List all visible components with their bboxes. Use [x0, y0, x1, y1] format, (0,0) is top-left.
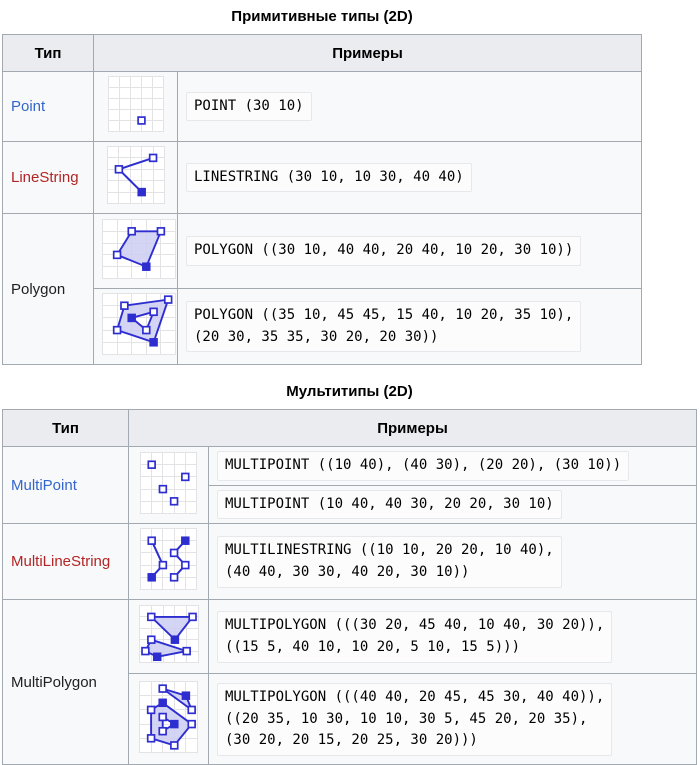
polygon-example-cell: POLYGON ((30 10, 40 40, 20 40, 10 20, 30… [177, 213, 642, 289]
linestring-link[interactable]: LineString [11, 169, 79, 186]
multipolygon-with-hole-diagram-icon[interactable] [139, 680, 198, 753]
multipoint-link[interactable]: MultiPoint [11, 476, 77, 494]
row-polygon-simple: Polygon POLYGON ((30 10, 40 40, 20 40, 1… [2, 213, 642, 365]
multilinestring-diagram-icon[interactable] [140, 528, 197, 591]
row-polygon-hole: POLYGON ((35 10, 45 45, 15 40, 10 20, 35… [3, 288, 642, 365]
wkt-code-multipoint-2: MULTIPOINT (10 40, 40 30, 20 20, 30 10) [217, 489, 562, 520]
multilinestring-type-cell: MultiLineString [2, 523, 129, 601]
multipoint-example1-cell: MULTIPOINT ((10 40), (40 30), (20 20), (… [208, 446, 697, 486]
polygon-type-cell: Polygon [2, 213, 94, 365]
primitive-types-title: Примитивные типы (2D) [231, 8, 413, 25]
row-point: Point POINT (30 10) [2, 71, 642, 142]
multipolygon-example1-cell: MULTIPOLYGON (((30 20, 45 40, 10 40, 30 … [208, 599, 697, 675]
column-header-examples: Примеры [128, 409, 697, 447]
wkt-code-point: POINT (30 10) [186, 91, 312, 122]
multipolygon-diagram-icon[interactable] [138, 605, 199, 664]
multipolygon-type-cell: MultiPolygon [2, 599, 129, 765]
polygon-hole-icon-cell [93, 288, 178, 365]
column-header-type: Тип [2, 409, 129, 447]
row-multipolygon-hole: MULTIPOLYGON (((40 40, 20 45, 45 30, 40 … [3, 673, 697, 765]
point-icon-cell [93, 71, 178, 142]
row-multilinestring: MultiLineString MULTILINESTRING ((10 10,… [2, 523, 697, 601]
multipoint-example2-cell: MULTIPOINT (10 40, 40 30, 20 20, 30 10) [208, 484, 697, 525]
multilinestring-example-cell: MULTILINESTRING ((10 10, 20 20, 10 40),(… [208, 523, 697, 601]
column-header-type: Тип [2, 34, 94, 72]
polygon-with-hole-diagram-icon[interactable] [102, 293, 176, 355]
wkt-code-multipoint-1: MULTIPOINT ((10 40), (40 30), (20 20), (… [217, 451, 630, 481]
column-header-examples: Примеры [93, 34, 642, 72]
primitive-types-table: Примитивные типы (2D) Тип Примеры Point … [2, 4, 642, 365]
polygon-icon-cell [93, 213, 178, 289]
linestring-icon-cell [93, 141, 178, 214]
row-multipoint-alt: MULTIPOINT (10 40, 40 30, 20 20, 30 10) [3, 484, 697, 525]
multipoint-icon-cell [128, 445, 209, 525]
wkt-code-multipolygon-1: MULTIPOLYGON (((30 20, 45 40, 10 40, 30 … [217, 611, 613, 663]
multipolygon-hole-icon-cell [128, 673, 209, 765]
wkt-code-polygon: POLYGON ((30 10, 40 40, 20 40, 10 20, 30… [186, 236, 582, 266]
point-type-cell: Point [2, 71, 94, 142]
multilinestring-link[interactable]: MultiLineString [11, 553, 111, 571]
polygon-diagram-icon[interactable] [102, 218, 176, 279]
linestring-example-cell: LINESTRING (30 10, 10 30, 40 40) [177, 141, 642, 214]
row-multipoint: MultiPoint MULTIPOINT ((10 40), (40 30),… [2, 445, 697, 525]
polygon-hole-example-cell: POLYGON ((35 10, 45 45, 15 40, 10 20, 35… [177, 288, 642, 365]
wkt-code-multipolygon-2: MULTIPOLYGON (((40 40, 20 45, 45 30, 40 … [217, 682, 613, 756]
multipoint-type-cell: MultiPoint [2, 445, 129, 525]
header-row: Тип Примеры [2, 409, 697, 447]
wkt-code-polygon-hole: POLYGON ((35 10, 45 45, 15 40, 10 20, 35… [186, 300, 582, 353]
multipolygon-label: MultiPolygon [11, 673, 97, 691]
polygon-label: Polygon [11, 280, 66, 298]
wkt-code-linestring: LINESTRING (30 10, 10 30, 40 40) [186, 162, 472, 193]
wkt-code-multilinestring: MULTILINESTRING ((10 10, 20 20, 10 40),(… [217, 536, 562, 588]
multipolygon-icon-cell [128, 599, 209, 675]
row-linestring: LineString LINESTRING (30 10, 10 30, 40 … [2, 141, 642, 214]
multipoint-diagram-icon[interactable] [140, 451, 197, 514]
multi-types-title: Мультитипы (2D) [286, 383, 413, 400]
header-row: Тип Примеры [2, 34, 642, 72]
row-multipolygon: MultiPolygon MULTIPOLYGON (((30 20, 45 4… [2, 599, 697, 765]
point-diagram-icon[interactable] [107, 76, 164, 132]
linestring-type-cell: LineString [2, 141, 94, 214]
linestring-diagram-icon[interactable] [106, 146, 165, 204]
point-link[interactable]: Point [11, 98, 46, 115]
multipolygon-example2-cell: MULTIPOLYGON (((40 40, 20 45, 45 30, 40 … [208, 673, 697, 765]
point-example-cell: POINT (30 10) [177, 71, 642, 142]
multilinestring-icon-cell [128, 523, 209, 601]
multi-types-table: Мультитипы (2D) Тип Примеры MultiPoint M… [2, 379, 697, 765]
